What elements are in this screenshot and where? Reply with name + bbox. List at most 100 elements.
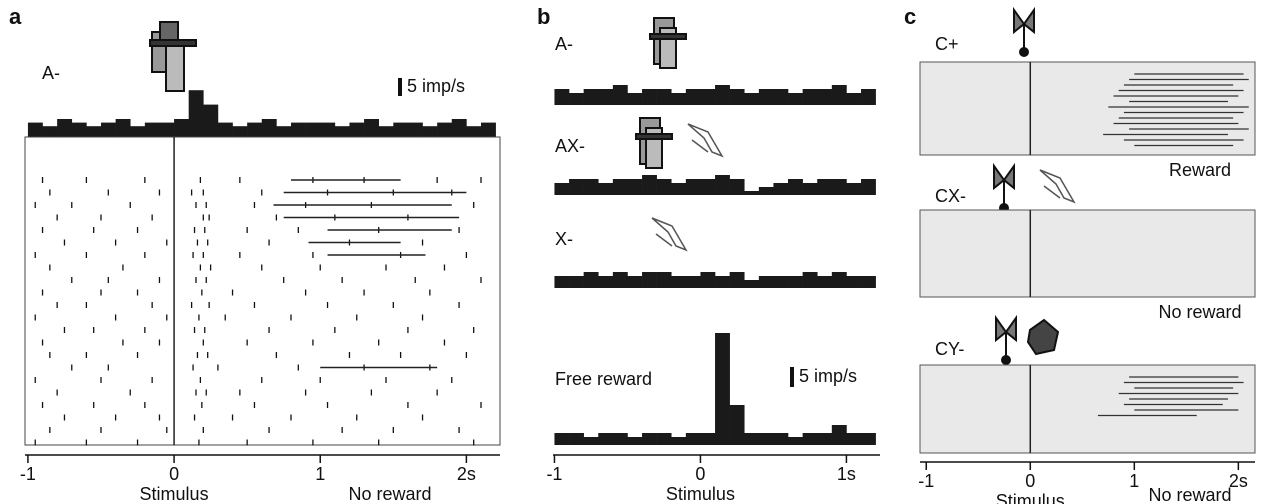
histogram-bar xyxy=(349,122,365,137)
histogram-bar xyxy=(554,183,570,195)
histogram-bar xyxy=(715,276,730,288)
histogram-bar xyxy=(758,187,774,195)
panel-letter: a xyxy=(9,4,22,29)
scale-bar xyxy=(790,367,794,387)
histogram-bar xyxy=(174,119,189,137)
histogram-bar xyxy=(846,433,862,445)
histogram-bar xyxy=(861,276,876,288)
histogram-bar xyxy=(817,276,833,288)
x-tick-label: 0 xyxy=(169,464,179,484)
histogram-bar xyxy=(846,183,862,195)
histogram-bar xyxy=(481,122,496,137)
scale-bar xyxy=(398,78,402,96)
histogram-bar xyxy=(422,126,438,137)
histogram-bar xyxy=(831,425,847,445)
histogram-bar xyxy=(744,280,760,288)
raster-frame xyxy=(919,61,1256,156)
histogram-bar xyxy=(437,122,453,137)
histogram-bar xyxy=(627,93,643,105)
histogram-bar xyxy=(598,89,614,105)
condition-label: AX- xyxy=(555,136,585,156)
histogram-bar xyxy=(817,179,833,195)
histogram-bar xyxy=(583,272,599,288)
histogram-bar xyxy=(700,179,716,195)
histogram-bar xyxy=(642,175,657,195)
histogram-bar xyxy=(729,89,745,105)
histogram-bar xyxy=(802,183,818,195)
condition-label: X- xyxy=(555,229,573,249)
icon-a-b2 xyxy=(635,117,673,169)
histogram-bar xyxy=(802,433,818,445)
x-tick-label: 2s xyxy=(1229,471,1248,491)
histogram-bar xyxy=(27,122,43,137)
histogram-bar xyxy=(773,433,789,445)
histogram-bar xyxy=(758,89,774,105)
histogram-bar xyxy=(320,122,336,137)
histogram-bar xyxy=(685,433,701,445)
histogram-bar xyxy=(671,437,687,445)
condition-label: CX- xyxy=(935,186,966,206)
histogram-bar xyxy=(86,126,102,137)
x-axis-label: Stimulus xyxy=(666,484,735,504)
histogram-bar xyxy=(378,126,394,137)
histogram-bar xyxy=(773,276,789,288)
histogram-bar xyxy=(861,433,876,445)
outcome-label: Reward xyxy=(1169,160,1231,180)
histogram-bar xyxy=(407,122,423,137)
icon-x xyxy=(651,123,1076,252)
histogram-bar xyxy=(656,179,672,195)
histogram-bar xyxy=(101,122,116,137)
histogram-bar xyxy=(758,433,774,445)
histogram-bar xyxy=(642,433,657,445)
raster-frame xyxy=(919,364,1256,454)
histogram-bar xyxy=(217,122,233,137)
histogram-bar xyxy=(188,90,204,137)
histogram-bar xyxy=(42,126,58,137)
histogram-bar xyxy=(817,89,833,105)
scale-bar-label: 5 imp/s xyxy=(407,76,465,96)
histogram-bar xyxy=(115,119,131,137)
histogram-bar xyxy=(203,104,219,137)
x-axis-label: Stimulus xyxy=(140,484,209,504)
histogram-bar xyxy=(671,276,687,288)
histogram-bar xyxy=(276,126,292,137)
histogram-bar xyxy=(744,93,760,105)
outcome-label: No reward xyxy=(1158,302,1241,322)
histogram-bar xyxy=(642,89,657,105)
histogram-bar xyxy=(817,433,833,445)
icon-c xyxy=(993,6,1060,365)
histogram-bar xyxy=(715,333,730,445)
condition-label: C+ xyxy=(935,34,959,54)
histogram-bar xyxy=(788,93,803,105)
histogram-bar xyxy=(554,433,570,445)
histogram-bar xyxy=(729,179,745,195)
histogram-bar xyxy=(846,93,862,105)
histogram-bar xyxy=(831,85,847,105)
raster-frame xyxy=(919,209,1256,298)
histogram-bar xyxy=(598,433,614,445)
histogram-bar xyxy=(261,119,277,137)
histogram-bar xyxy=(583,437,599,445)
histogram-bar xyxy=(451,119,467,137)
histogram-bar xyxy=(715,175,730,195)
histogram-bar xyxy=(554,89,570,105)
histogram-bar xyxy=(569,433,584,445)
histogram-bar xyxy=(627,276,643,288)
histogram-bar xyxy=(627,437,643,445)
histogram-bar xyxy=(627,179,643,195)
histogram-bar xyxy=(715,85,730,105)
histogram-bar xyxy=(700,89,716,105)
histogram-bar xyxy=(612,272,628,288)
histogram-bar xyxy=(598,183,614,195)
x-tick-label: -1 xyxy=(546,464,562,484)
histogram-bar xyxy=(700,272,716,288)
histogram-bar xyxy=(569,179,584,195)
histogram-bar xyxy=(758,276,774,288)
histogram-bar xyxy=(71,122,87,137)
histogram-bar xyxy=(729,272,745,288)
histogram-bar xyxy=(57,119,73,137)
histogram-bar xyxy=(831,272,847,288)
histogram-bar xyxy=(612,433,628,445)
histogram-bar xyxy=(685,89,701,105)
histogram-bar xyxy=(729,405,745,445)
